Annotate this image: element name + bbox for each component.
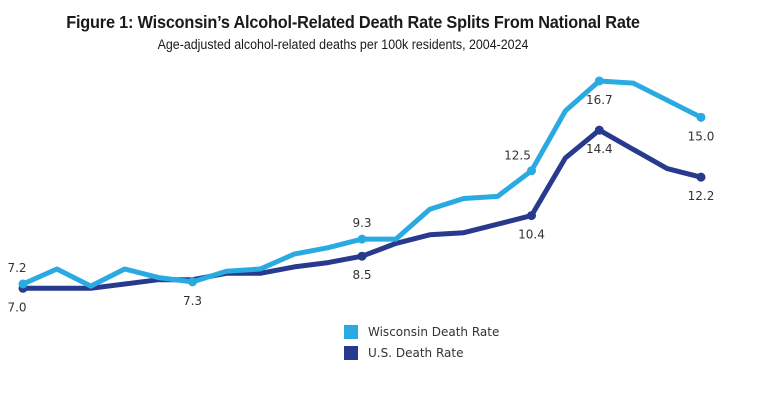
data-label-us-2021: 14.4	[586, 142, 613, 156]
data-point-us-2024[interactable]	[696, 172, 706, 182]
data-label-wisconsin-2019: 12.5	[504, 149, 531, 163]
data-point-wisconsin-2009[interactable]	[188, 277, 197, 287]
data-label-us-2004: 7.0	[7, 300, 26, 314]
data-label-us-2014: 8.5	[352, 268, 371, 282]
chart-title: Figure 1: Wisconsin’s Alcohol-Related De…	[66, 12, 640, 32]
legend-swatch-us	[344, 345, 358, 360]
data-label-wisconsin-2014: 9.3	[352, 216, 371, 230]
data-point-us-2014[interactable]	[357, 251, 367, 261]
data-label-us-2019: 10.4	[518, 228, 545, 242]
legend-label-us: U.S. Death Rate	[368, 345, 464, 360]
legend-item-wisconsin[interactable]: Wisconsin Death Rate	[344, 321, 499, 342]
data-point-us-2019[interactable]	[527, 211, 536, 221]
data-label-wisconsin-2024: 15.0	[688, 129, 715, 143]
legend-label-wisconsin: Wisconsin Death Rate	[368, 324, 500, 339]
data-label-wisconsin-2021: 16.7	[586, 93, 613, 107]
data-point-wisconsin-2019[interactable]	[527, 166, 536, 176]
data-point-us-2021[interactable]	[594, 125, 604, 135]
legend: Wisconsin Death Rate U.S. Death Rate	[344, 321, 499, 363]
legend-item-us[interactable]: U.S. Death Rate	[344, 342, 499, 363]
data-point-wisconsin-2021[interactable]	[594, 76, 604, 86]
legend-swatch-wisconsin	[344, 324, 358, 339]
data-point-wisconsin-2024[interactable]	[696, 112, 706, 122]
chart-subtitle: Age-adjusted alcohol-related deaths per …	[157, 37, 529, 52]
data-label-wisconsin-2009: 7.3	[183, 294, 202, 308]
data-point-wisconsin-2014[interactable]	[357, 234, 367, 244]
data-label-us-2024: 12.2	[688, 189, 715, 203]
data-point-wisconsin-2004[interactable]	[18, 279, 28, 289]
data-label-wisconsin-2004: 7.2	[7, 261, 26, 275]
